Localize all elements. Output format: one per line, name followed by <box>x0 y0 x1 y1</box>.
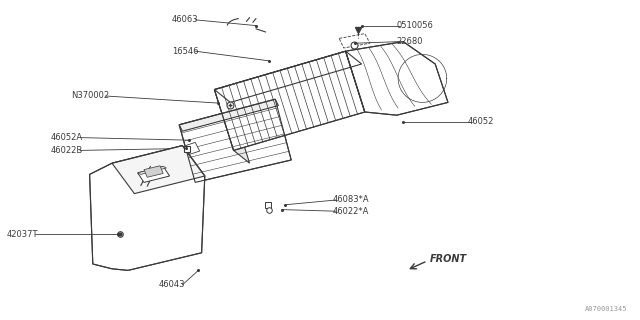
Text: 46083*A: 46083*A <box>333 196 369 204</box>
Text: FRONT: FRONT <box>430 254 467 264</box>
Text: 22680: 22680 <box>397 37 423 46</box>
Text: 46043: 46043 <box>159 280 186 289</box>
Polygon shape <box>214 51 362 102</box>
Text: 42037T: 42037T <box>7 230 38 239</box>
Polygon shape <box>179 99 278 131</box>
Polygon shape <box>90 146 205 270</box>
Text: N370002: N370002 <box>70 92 109 100</box>
Text: 16546: 16546 <box>172 47 198 56</box>
Polygon shape <box>179 99 291 182</box>
Polygon shape <box>138 166 170 182</box>
Polygon shape <box>214 51 365 150</box>
Polygon shape <box>138 166 166 174</box>
Polygon shape <box>112 146 205 194</box>
Polygon shape <box>214 90 250 163</box>
Polygon shape <box>186 142 200 154</box>
Text: 46052A: 46052A <box>51 133 83 142</box>
Text: 46022B: 46022B <box>51 146 83 155</box>
Text: 46052: 46052 <box>467 117 493 126</box>
Text: A070001345: A070001345 <box>585 306 627 312</box>
Polygon shape <box>346 42 448 115</box>
Text: 46022*A: 46022*A <box>333 207 369 216</box>
Polygon shape <box>144 166 163 177</box>
Text: 0510056: 0510056 <box>397 21 434 30</box>
Text: 46063: 46063 <box>172 15 198 24</box>
